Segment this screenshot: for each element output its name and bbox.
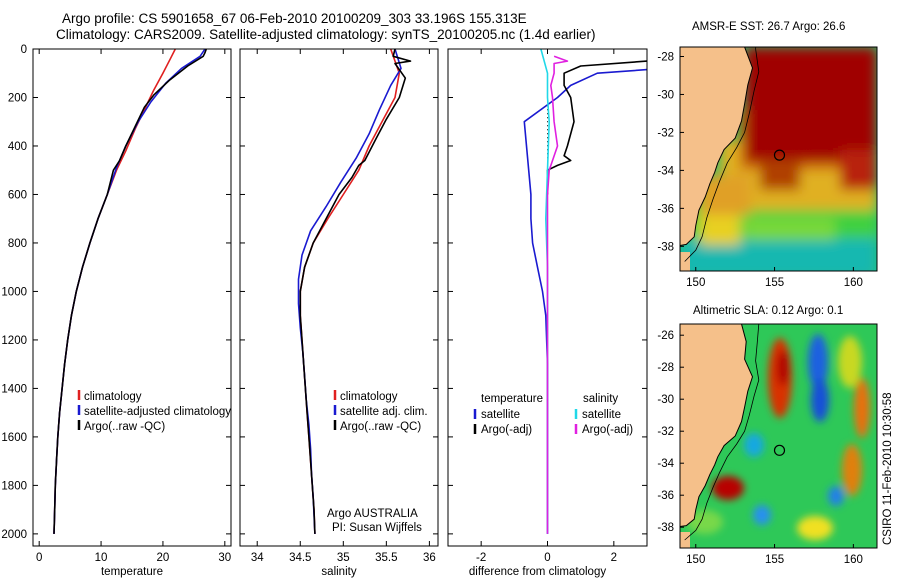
x-axis-label: salinity: [321, 566, 356, 578]
x-tick-label: 34: [251, 552, 264, 564]
x-tick-label: 0: [544, 552, 550, 564]
legend-label: satellite adj. clim.: [340, 406, 428, 418]
sst-map-frame: [679, 46, 878, 272]
y-tick-label: -34: [657, 458, 674, 470]
x-tick-label: 20: [157, 552, 170, 564]
land-mass: [680, 47, 754, 271]
difference-profile: -2 0 2 difference from climatology temperatu…: [447, 48, 648, 578]
sla-map: 150 155 160 -26 -28 -30 -32 -34 -36 -38: [657, 323, 878, 566]
sst-map: 150 155 160 -28 -30 -32 -34 -36 -38: [657, 46, 878, 289]
salinity-profile-frame: [239, 48, 439, 547]
y-tick-label: -36: [657, 490, 674, 502]
series-line-salinity-argo-adj-: [546, 55, 569, 534]
x-tick-label: -2: [476, 552, 486, 564]
y-tick-label: 1800: [1, 480, 27, 492]
x-tick-label: 30: [218, 552, 231, 564]
figure-title-line1: Argo profile: CS 5901658_67 06-Feb-2010 …: [62, 11, 527, 26]
x-tick-label: 150: [686, 554, 705, 566]
y-tick-label: -26: [657, 330, 674, 342]
series-line-satellite-adj-clim-: [297, 49, 402, 534]
y-tick-label: -30: [657, 394, 674, 406]
temperature-profile-frame: [32, 48, 232, 547]
y-tick-label: 200: [8, 92, 27, 104]
figure-title-line2: Climatology: CARS2009. Satellite-adjuste…: [56, 27, 596, 42]
y-tick-label: -28: [657, 51, 674, 63]
y-tick-label: 1400: [1, 383, 27, 395]
legend-label: Argo(..raw -QC): [340, 421, 421, 433]
y-tick-label: 400: [8, 141, 27, 153]
x-tick-label: 10: [95, 552, 108, 564]
x-tick-label: 160: [844, 554, 863, 566]
x-tick-label: 34.5: [289, 552, 311, 564]
x-tick-label: 35: [337, 552, 350, 564]
bathymetry-contour: [684, 324, 760, 541]
y-tick-label: -38: [657, 241, 674, 253]
y-tick-label: 1200: [1, 335, 27, 347]
difference-profile-series: [523, 49, 647, 534]
x-tick-label: 35.5: [375, 552, 397, 564]
sla-map-frame: [679, 323, 878, 549]
legend-label: climatology: [340, 391, 398, 403]
series-line-argo-raw-qc-: [53, 49, 208, 534]
y-tick-label: -36: [657, 203, 674, 215]
y-tick-label: 2000: [1, 529, 27, 541]
x-axis-label: temperature: [101, 566, 163, 578]
y-tick-label: -30: [657, 89, 674, 101]
bathymetry-contour: [684, 47, 760, 262]
sst-map-title: AMSR-E SST: 26.7 Argo: 26.6: [692, 21, 846, 33]
x-tick-label: 160: [844, 277, 863, 289]
y-tick-label: 0: [21, 44, 27, 56]
legend-header-salinity: salinity: [583, 393, 618, 405]
series-line-temperature-argo-adj-: [546, 60, 647, 195]
land-mass: [680, 324, 754, 548]
temperature-profile-series: [53, 49, 208, 534]
y-tick-label: -28: [657, 362, 674, 374]
argo-float-marker: [773, 444, 786, 456]
series-line-temperature-satellite: [523, 68, 647, 534]
sst-map-layers: [680, 47, 786, 271]
sla-map-title: Altimetric SLA: 0.12 Argo: 0.1: [693, 305, 844, 317]
series-line-argo-raw-qc-: [299, 49, 412, 534]
y-tick-label: -38: [657, 522, 674, 534]
legend-label: Argo(-adj): [582, 424, 633, 436]
pi-label: PI: Susan Wijffels: [332, 522, 422, 534]
x-axis-label: difference from climatology: [469, 566, 606, 578]
argo-program-label: Argo AUSTRALIA: [327, 508, 418, 520]
legend-label: climatology: [84, 391, 142, 403]
sla-map-layers: [680, 324, 786, 548]
salinity-profile-legend: climatology satellite adj. clim. Argo(..ra…: [327, 390, 428, 534]
y-tick-label: -32: [657, 127, 674, 139]
y-tick-label: 1600: [1, 432, 27, 444]
legend-label: satellite: [582, 409, 621, 421]
x-tick-label: 36: [423, 552, 436, 564]
x-tick-label: 0: [36, 552, 42, 564]
temperature-profile-legend: climatology satellite-adjusted climatolog…: [77, 390, 231, 433]
salinity-profile-series: [297, 49, 412, 534]
land-corner: [680, 532, 690, 548]
y-tick-label: 800: [8, 238, 27, 250]
legend-label: satellite-adjusted climatology: [84, 406, 231, 418]
y-tick-label: -32: [657, 426, 674, 438]
y-tick-label: 600: [8, 189, 27, 201]
x-tick-label: 155: [765, 554, 784, 566]
temperature-profile: 0 10 20 30 temperature 0 200 400 600 800 1000 1200 1…: [1, 44, 232, 578]
footer-timestamp: CSIRO 11-Feb-2010 10:30:58: [882, 392, 894, 545]
legend-label: Argo(..raw -QC): [84, 421, 165, 433]
y-tick-label: 1000: [1, 286, 27, 298]
difference-profile-legend: temperature salinity satellite Argo(-adj) sa…: [473, 393, 633, 436]
series-line-climatology: [53, 49, 177, 534]
x-tick-label: 155: [765, 277, 784, 289]
argo-float-marker: [773, 149, 786, 161]
y-tick-label: -34: [657, 165, 674, 177]
legend-label: satellite: [481, 409, 520, 421]
x-tick-label: 2: [611, 552, 617, 564]
legend-label: Argo(-adj): [481, 424, 532, 436]
legend-header-temperature: temperature: [481, 393, 543, 405]
x-tick-label: 150: [686, 277, 705, 289]
sst-map-field: [680, 47, 877, 271]
salinity-profile: 34 34.5 35 35.5 36 salinity climatology satelli…: [239, 48, 439, 578]
